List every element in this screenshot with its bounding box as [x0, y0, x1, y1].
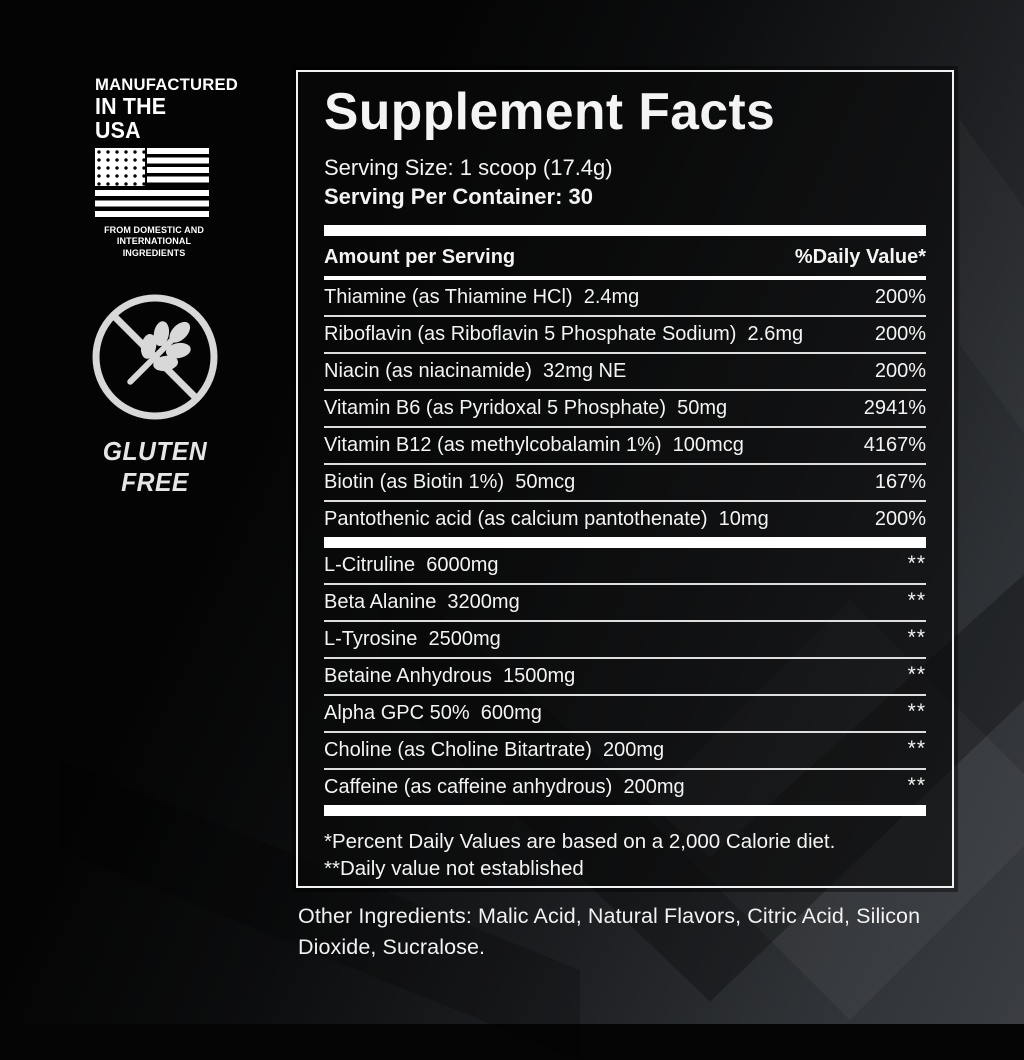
row-daily-value: ** — [907, 589, 926, 613]
row-label: Beta Alanine 3200mg — [324, 591, 520, 614]
supplement-facts-panel: Supplement Facts Serving Size: 1 scoop (… — [296, 70, 954, 888]
row-label: Choline (as Choline Bitartrate) 200mg — [324, 739, 665, 762]
row-daily-value: ** — [907, 663, 926, 687]
table-row: Niacin (as niacinamide) 32mg NE 200% — [324, 354, 926, 392]
table-row: Beta Alanine 3200mg ** — [324, 585, 926, 623]
row-daily-value: 200% — [874, 323, 926, 346]
table-header-row: Amount per Serving %Daily Value* — [324, 236, 926, 281]
table-row: Thiamine (as Thiamine HCl) 2.4mg 200% — [324, 280, 926, 318]
usa-badge-line2: IN THE USA — [95, 92, 167, 143]
row-label: L-Citruline 6000mg — [324, 554, 499, 577]
row-label: Vitamin B6 (as Pyridoxal 5 Phosphate) 50… — [324, 397, 728, 420]
serving-size: Serving Size: 1 scoop (17.4g) — [324, 155, 613, 180]
table-row: Betaine Anhydrous 1500mg ** — [324, 659, 926, 697]
row-label: Thiamine (as Thiamine HCl) 2.4mg — [324, 286, 640, 309]
row-label: Niacin (as niacinamide) 32mg NE — [324, 360, 627, 383]
row-daily-value: 200% — [874, 508, 926, 531]
table-row: Pantothenic acid (as calcium pantothenat… — [324, 502, 926, 537]
usa-flag-icon — [95, 148, 209, 219]
row-label: Vitamin B12 (as methylcobalamin 1%) 100m… — [324, 434, 744, 457]
usa-flag-star-field — [95, 148, 145, 187]
table-row: Caffeine (as caffeine anhydrous) 200mg *… — [324, 770, 926, 805]
row-daily-value: ** — [907, 552, 926, 576]
row-label: Biotin (as Biotin 1%) 50mcg — [324, 471, 576, 494]
table-row: Biotin (as Biotin 1%) 50mcg 167% — [324, 465, 926, 503]
row-daily-value: 200% — [874, 286, 926, 309]
gluten-free-badge: GLUTEN FREE — [75, 292, 235, 498]
usa-badge-subtext-line2: INTERNATIONAL INGREDIENTS — [116, 236, 192, 258]
usa-flag-right-stripes — [147, 148, 209, 187]
row-daily-value: 200% — [874, 360, 926, 383]
panel-title: Supplement Facts — [324, 83, 776, 141]
row-daily-value: ** — [907, 626, 926, 650]
table-row: Alpha GPC 50% 600mg ** — [324, 696, 926, 734]
row-label: Alpha GPC 50% 600mg — [324, 702, 542, 725]
row-daily-value: ** — [907, 737, 926, 761]
row-label: L-Tyrosine 2500mg — [324, 628, 501, 651]
gluten-free-label: GLUTEN FREE — [102, 436, 208, 497]
header-daily-value: %Daily Value* — [794, 246, 926, 269]
footnote-not-established: **Daily value not established — [324, 857, 584, 881]
table-row: L-Tyrosine 2500mg ** — [324, 622, 926, 660]
footnotes: *Percent Daily Values are based on a 2,0… — [324, 828, 926, 882]
footnote-daily-values: *Percent Daily Values are based on a 2,0… — [324, 830, 836, 854]
made-in-usa-badge: MANUFACTURED IN THE USA FROM DOMESTIC AN… — [95, 75, 239, 259]
row-label: Betaine Anhydrous 1500mg — [324, 665, 576, 688]
usa-badge-line1: MANUFACTURED — [95, 75, 239, 94]
table-row: Vitamin B12 (as methylcobalamin 1%) 100m… — [324, 428, 926, 466]
row-daily-value: 4167% — [863, 434, 926, 457]
row-daily-value: ** — [907, 774, 926, 798]
divider-thick-top — [324, 225, 926, 237]
table-row: Vitamin B6 (as Pyridoxal 5 Phosphate) 50… — [324, 391, 926, 429]
usa-badge-subtext: FROM DOMESTIC AND INTERNATIONAL INGREDIE… — [95, 225, 213, 259]
row-label: Pantothenic acid (as calcium pantothenat… — [324, 508, 769, 531]
row-label: Riboflavin (as Riboflavin 5 Phosphate So… — [324, 323, 804, 346]
table-row: Riboflavin (as Riboflavin 5 Phosphate So… — [324, 317, 926, 355]
header-amount-per-serving: Amount per Serving — [324, 246, 516, 269]
row-label: Caffeine (as caffeine anhydrous) 200mg — [324, 776, 685, 799]
table-row: L-Citruline 6000mg ** — [324, 548, 926, 586]
divider-thick-bottom — [324, 805, 926, 817]
row-daily-value: 2941% — [863, 397, 926, 420]
wheat-crossed-circle-icon — [92, 294, 218, 420]
usa-flag-bottom-stripes — [95, 190, 209, 219]
row-daily-value: 167% — [874, 471, 926, 494]
other-ingredients-text: Other Ingredients: Malic Acid, Natural F… — [298, 904, 921, 959]
table-row: Choline (as Choline Bitartrate) 200mg ** — [324, 733, 926, 771]
servings-per-container: Serving Per Container: 30 — [324, 183, 593, 209]
divider-thick-middle — [324, 537, 926, 549]
serving-info: Serving Size: 1 scoop (17.4g) Serving Pe… — [324, 154, 926, 211]
row-daily-value: ** — [907, 700, 926, 724]
usa-badge-subtext-line1: FROM DOMESTIC AND — [104, 225, 204, 236]
